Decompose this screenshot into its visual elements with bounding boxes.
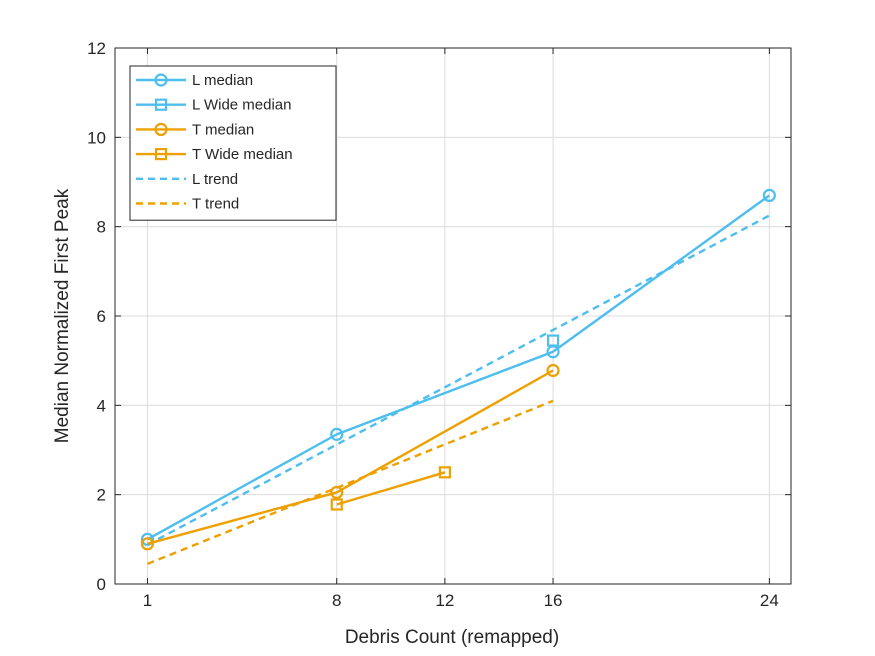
legend: L median L Wide median T median T Wide medi… — [129, 65, 337, 221]
legend-swatch-marker — [154, 122, 168, 136]
legend-label: L trend — [192, 171, 238, 188]
y-tick-label: 4 — [97, 396, 106, 415]
series-t-trend — [147, 399, 554, 566]
series-line — [336, 471, 446, 506]
series-l-trend — [146, 214, 770, 546]
legend-swatch-marker — [154, 98, 168, 111]
legend-label: T trend — [192, 196, 239, 213]
y-tick-label: 2 — [97, 486, 106, 505]
legend-box — [129, 65, 337, 221]
data-point — [546, 334, 560, 347]
x-tick-label: 12 — [435, 591, 454, 610]
series-l-median — [140, 188, 776, 546]
data-point — [140, 537, 155, 551]
data-point — [762, 188, 776, 202]
data-point — [546, 363, 560, 378]
y-tick-label: 10 — [87, 128, 106, 147]
legend-item: L Wide median — [136, 97, 292, 114]
x-tick-label: 8 — [332, 591, 341, 610]
y-tick-label: 0 — [97, 575, 106, 594]
series-line — [147, 369, 554, 545]
y-tick-label: 6 — [97, 307, 106, 326]
legend-item: T trend — [136, 196, 239, 213]
legend-item: T median — [136, 121, 254, 138]
plot-series — [140, 188, 776, 566]
x-tick-label: 16 — [544, 591, 563, 610]
x-tick-label: 1 — [143, 591, 152, 610]
data-point — [140, 532, 155, 546]
y-tick-label: 8 — [97, 218, 106, 237]
y-axis-label: Median Normalized First Peak — [52, 188, 73, 443]
x-tick-label: 24 — [760, 591, 779, 610]
series-t-median — [140, 363, 560, 551]
series-l-wide-median — [546, 334, 560, 347]
x-axis-label: Debris Count (remapped) — [345, 627, 559, 648]
axes — [114, 47, 792, 585]
legend-item: T Wide median — [136, 146, 293, 163]
series-t-wide-median — [330, 466, 451, 511]
data-point — [330, 498, 343, 511]
y-tick-label: 12 — [87, 39, 106, 58]
series-line — [146, 214, 770, 546]
data-point — [330, 427, 344, 441]
data-point — [438, 466, 451, 479]
legend-label: T median — [192, 121, 254, 138]
legend-label: L Wide median — [192, 97, 292, 114]
data-point — [330, 485, 344, 500]
legend-swatch-marker — [154, 148, 168, 161]
legend-item: L median — [136, 72, 253, 89]
series-line — [146, 194, 771, 541]
legend-item: L trend — [136, 171, 238, 188]
series-line — [147, 399, 554, 566]
legend-swatch-marker — [154, 73, 168, 87]
legend-label: L median — [192, 72, 253, 89]
legend-label: T Wide median — [192, 146, 293, 163]
